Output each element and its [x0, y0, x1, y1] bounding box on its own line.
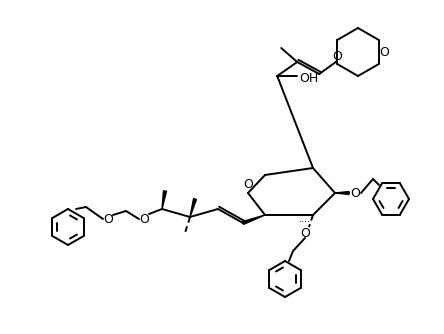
Text: O: O — [379, 45, 389, 58]
Polygon shape — [335, 191, 349, 194]
Polygon shape — [242, 215, 265, 224]
Text: ....: .... — [299, 214, 311, 224]
Text: O: O — [332, 49, 342, 62]
Text: O: O — [103, 212, 113, 225]
Text: O: O — [244, 177, 254, 190]
Polygon shape — [162, 191, 166, 209]
Text: O: O — [350, 186, 360, 199]
Polygon shape — [190, 199, 196, 217]
Text: O: O — [300, 226, 310, 239]
Text: O: O — [139, 212, 149, 225]
Text: OH: OH — [299, 71, 318, 85]
